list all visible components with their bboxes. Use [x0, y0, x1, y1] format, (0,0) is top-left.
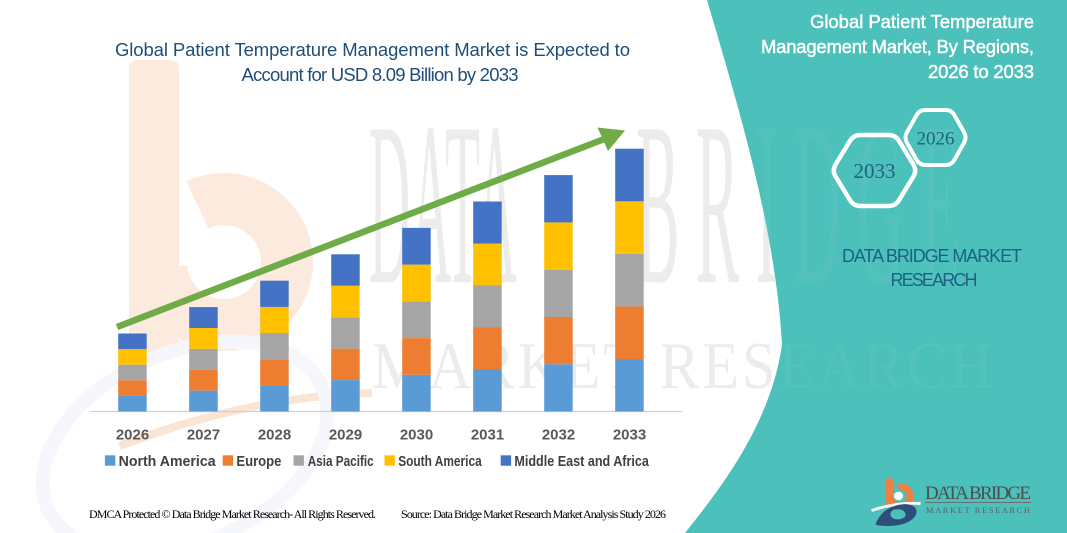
svg-text:2026 to 2033: 2026 to 2033: [928, 61, 1034, 82]
svg-text:2026: 2026: [116, 427, 149, 444]
svg-text:Global Patient Temperature Man: Global Patient Temperature Management Ma…: [115, 39, 630, 60]
svg-text:2032: 2032: [542, 427, 575, 444]
svg-text:2029: 2029: [329, 427, 362, 444]
svg-text:Asia Pacific: Asia Pacific: [308, 453, 374, 470]
svg-text:Global Patient Temperature: Global Patient Temperature: [810, 11, 1034, 32]
svg-text:Middle East and Africa: Middle East and Africa: [514, 453, 649, 470]
svg-text:2031: 2031: [471, 427, 504, 444]
svg-text:Account for USD 8.09 Billion b: Account for USD 8.09 Billion by 2033: [242, 64, 519, 85]
svg-text:Source: Data Bridge Market Res: Source: Data Bridge Market Research Mark…: [401, 507, 666, 521]
svg-text:2033: 2033: [854, 159, 896, 183]
svg-text:2027: 2027: [187, 427, 220, 444]
svg-text:DATA BRIDGE: DATA BRIDGE: [925, 483, 1031, 504]
svg-text:Europe: Europe: [236, 453, 281, 470]
svg-text:2026: 2026: [917, 129, 955, 150]
svg-text:DMCA Protected © Data Bridge M: DMCA Protected © Data Bridge Market Rese…: [89, 507, 376, 521]
svg-text:RESEARCH: RESEARCH: [891, 270, 978, 290]
svg-text:North America: North America: [119, 453, 217, 470]
svg-text:Management Market, By Regions,: Management Market, By Regions,: [761, 36, 1034, 57]
svg-text:MARKET RESEARCH: MARKET RESEARCH: [926, 505, 1030, 515]
svg-text:2028: 2028: [258, 427, 291, 444]
svg-text:2033: 2033: [613, 427, 646, 444]
svg-text:DATA BRIDGE MARKET: DATA BRIDGE MARKET: [842, 246, 1022, 266]
svg-text:2030: 2030: [400, 427, 433, 444]
svg-text:South America: South America: [398, 453, 482, 470]
